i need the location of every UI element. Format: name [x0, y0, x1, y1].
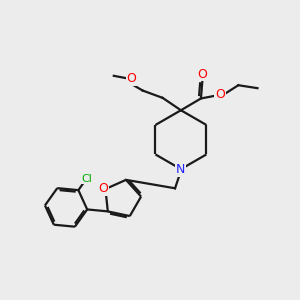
Text: O: O [127, 72, 136, 85]
Text: Cl: Cl [81, 174, 92, 184]
Text: O: O [197, 68, 207, 80]
Text: O: O [98, 182, 108, 195]
Text: O: O [215, 88, 225, 101]
Text: N: N [176, 163, 186, 176]
